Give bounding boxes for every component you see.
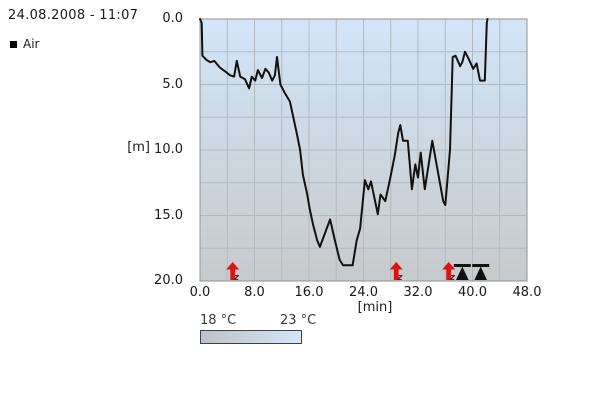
y-tick-label: 10.0	[154, 142, 183, 157]
x-tick-label: 24.0	[349, 285, 378, 300]
svg-text:z: z	[449, 273, 456, 283]
ascent-warning-icon: z	[389, 262, 403, 283]
dive-datetime: 24.08.2008 - 11:07	[8, 8, 139, 23]
grid-lines	[200, 19, 527, 281]
bookmark-icon	[472, 264, 490, 280]
temp-min-label: 18 °C	[200, 313, 237, 328]
x-tick-label: 16.0	[294, 285, 324, 300]
ascent-warning-icon: z	[226, 262, 240, 283]
x-tick-label: 40.0	[458, 285, 487, 300]
plot-border	[199, 18, 528, 282]
x-tick-label: 8.0	[244, 285, 265, 300]
x-axis-unit-label: [min]	[357, 300, 393, 315]
temp-max-label: 23 °C	[280, 313, 317, 328]
depth-profile-line	[199, 18, 489, 267]
x-tick-label: 32.0	[403, 285, 433, 300]
svg-text:z: z	[396, 273, 403, 283]
bookmark-icon	[453, 264, 471, 280]
x-tick-label: 48.0	[512, 285, 542, 300]
y-tick-label: 0.0	[162, 11, 183, 26]
y-tick-label: 15.0	[154, 207, 183, 223]
y-axis-unit-label: [m]	[127, 140, 150, 155]
x-tick-label: 0.0	[189, 285, 211, 300]
gas-label: Air	[23, 37, 40, 51]
gas-color-swatch-icon	[10, 40, 17, 48]
y-tick-label: 20.0	[154, 273, 183, 288]
temperature-gradient-bar	[200, 330, 302, 344]
svg-text:z: z	[233, 273, 240, 283]
gas-legend: Air	[10, 37, 39, 51]
y-tick-label: 5.0	[162, 76, 183, 92]
ascent-warning-icon: z	[442, 262, 456, 283]
